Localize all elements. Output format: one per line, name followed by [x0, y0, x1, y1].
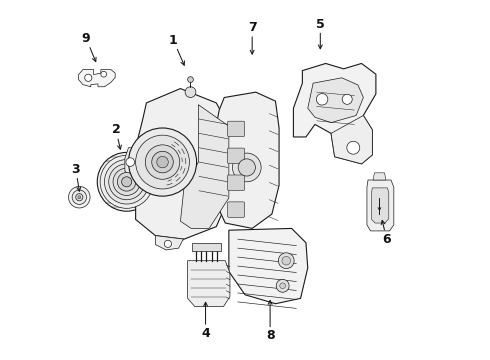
Text: 5: 5: [316, 18, 325, 49]
Circle shape: [104, 159, 149, 204]
Circle shape: [152, 151, 173, 173]
Text: 4: 4: [201, 302, 210, 340]
Circle shape: [72, 190, 87, 204]
Text: 8: 8: [266, 301, 274, 342]
Polygon shape: [331, 116, 372, 164]
Circle shape: [100, 155, 153, 208]
Circle shape: [126, 158, 135, 166]
FancyBboxPatch shape: [227, 148, 245, 163]
Circle shape: [117, 172, 136, 191]
Polygon shape: [308, 78, 364, 123]
Polygon shape: [180, 105, 229, 228]
Circle shape: [157, 156, 168, 168]
Polygon shape: [371, 188, 389, 223]
Polygon shape: [215, 92, 279, 228]
Polygon shape: [78, 69, 115, 87]
Circle shape: [69, 186, 90, 208]
Text: 9: 9: [82, 32, 96, 62]
Polygon shape: [125, 148, 136, 176]
Circle shape: [164, 240, 171, 247]
Polygon shape: [136, 89, 229, 239]
Polygon shape: [367, 180, 394, 231]
Circle shape: [232, 153, 261, 182]
Circle shape: [317, 94, 328, 105]
Circle shape: [146, 145, 180, 179]
Polygon shape: [373, 173, 386, 180]
Circle shape: [278, 253, 294, 269]
Text: 2: 2: [112, 123, 122, 149]
Polygon shape: [155, 235, 184, 250]
Circle shape: [128, 128, 196, 196]
Circle shape: [101, 71, 107, 77]
Circle shape: [276, 279, 289, 292]
Text: 6: 6: [381, 220, 391, 246]
Circle shape: [97, 152, 156, 211]
Polygon shape: [188, 261, 230, 307]
Circle shape: [113, 168, 140, 195]
Text: 3: 3: [72, 163, 81, 191]
Circle shape: [122, 177, 132, 187]
Circle shape: [85, 74, 92, 81]
Circle shape: [76, 194, 83, 201]
Text: 7: 7: [248, 21, 257, 54]
FancyBboxPatch shape: [227, 202, 245, 217]
Circle shape: [78, 196, 81, 199]
FancyBboxPatch shape: [227, 121, 245, 136]
Circle shape: [185, 87, 196, 98]
Circle shape: [238, 159, 255, 176]
Polygon shape: [294, 63, 376, 164]
Circle shape: [280, 283, 286, 289]
Circle shape: [188, 77, 194, 82]
Circle shape: [342, 94, 352, 104]
Polygon shape: [192, 243, 220, 251]
Circle shape: [109, 164, 145, 200]
Text: 1: 1: [169, 33, 184, 65]
Polygon shape: [229, 228, 308, 304]
FancyBboxPatch shape: [227, 175, 245, 190]
Circle shape: [136, 135, 190, 189]
Circle shape: [347, 141, 360, 154]
Circle shape: [282, 256, 291, 265]
